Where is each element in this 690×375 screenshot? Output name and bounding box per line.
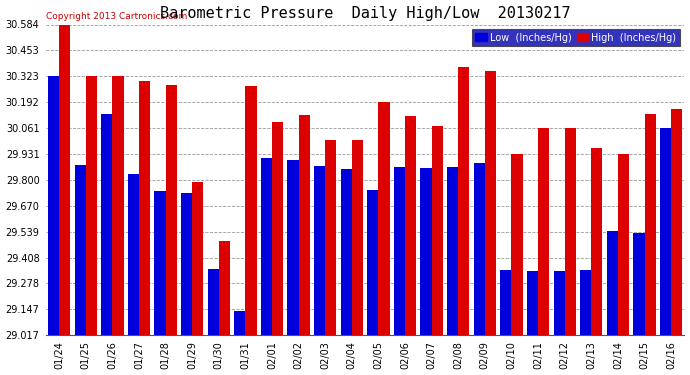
Bar [219, 242, 230, 335]
Legend: Low  (Inches/Hg), High  (Inches/Hg): Low (Inches/Hg), High (Inches/Hg) [472, 29, 680, 46]
Bar [48, 76, 59, 335]
Bar [288, 160, 299, 335]
Bar [75, 165, 86, 335]
Bar [618, 154, 629, 335]
Bar [671, 109, 682, 335]
Bar [378, 102, 390, 335]
Bar [394, 166, 405, 335]
Bar [192, 182, 204, 335]
Bar [458, 67, 469, 335]
Bar [432, 126, 443, 335]
Bar [208, 268, 219, 335]
Bar [166, 85, 177, 335]
Bar [644, 114, 656, 335]
Bar [325, 140, 337, 335]
Bar [139, 81, 150, 335]
Bar [405, 117, 416, 335]
Bar [538, 128, 549, 335]
Bar [474, 163, 485, 335]
Bar [314, 166, 325, 335]
Bar [420, 168, 432, 335]
Bar [447, 166, 458, 335]
Bar [261, 158, 272, 335]
Bar [341, 169, 352, 335]
Bar [246, 86, 257, 335]
Bar [500, 270, 511, 335]
Bar [580, 270, 591, 335]
Bar [155, 190, 166, 335]
Bar [564, 128, 576, 335]
Bar [234, 311, 246, 335]
Bar [511, 154, 522, 335]
Bar [660, 128, 671, 335]
Bar [352, 140, 363, 335]
Bar [527, 271, 538, 335]
Title: Barometric Pressure  Daily High/Low  20130217: Barometric Pressure Daily High/Low 20130… [160, 6, 571, 21]
Bar [86, 76, 97, 335]
Bar [367, 190, 378, 335]
Bar [101, 114, 112, 335]
Bar [299, 114, 310, 335]
Bar [553, 271, 564, 335]
Bar [591, 148, 602, 335]
Bar [485, 71, 496, 335]
Bar [272, 123, 283, 335]
Bar [112, 76, 124, 335]
Bar [181, 193, 192, 335]
Text: Copyright 2013 Cartronics.com: Copyright 2013 Cartronics.com [46, 12, 187, 21]
Bar [633, 234, 644, 335]
Bar [59, 24, 70, 335]
Bar [607, 231, 618, 335]
Bar [128, 174, 139, 335]
